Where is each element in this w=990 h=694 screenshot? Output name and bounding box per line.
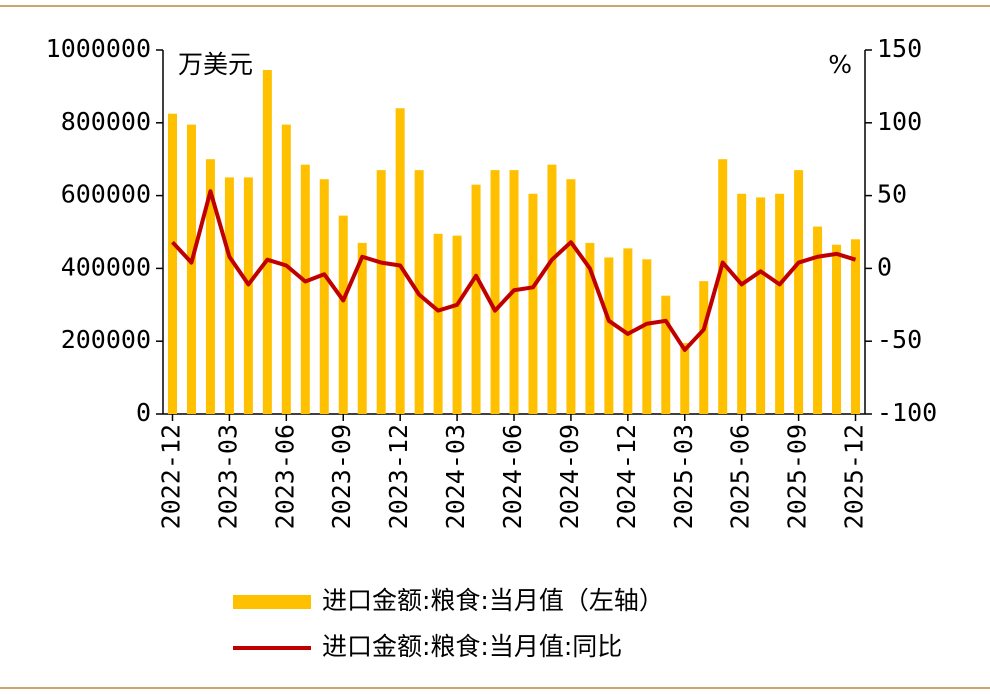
- bar: [680, 343, 690, 414]
- x-tick-label: 2023-09: [327, 424, 356, 529]
- bar: [243, 177, 253, 414]
- bar: [452, 235, 462, 414]
- x-tick-label: 2023-12: [384, 424, 413, 529]
- y-tick-label: 0: [136, 398, 151, 427]
- bar: [205, 159, 215, 414]
- x-tick-label: 2025-09: [783, 424, 812, 529]
- y-tick-label: 800000: [61, 107, 151, 136]
- legend-label: 进口金额:粮食:当月值:同比: [322, 632, 622, 661]
- unit-right: %: [828, 50, 852, 79]
- legend-swatch: [233, 595, 311, 609]
- x-tick-label: 2025-03: [669, 424, 698, 529]
- x-tick-label: 2024-03: [441, 424, 470, 529]
- bar: [851, 239, 861, 414]
- bar: [471, 184, 481, 414]
- x-tick-label: 2025-12: [840, 424, 869, 529]
- y2-tick-label: 150: [877, 34, 922, 63]
- x-tick-label: 2024-06: [498, 424, 527, 529]
- bar: [813, 226, 823, 414]
- y-tick-label: 1000000: [46, 34, 151, 63]
- bar: [376, 170, 386, 414]
- bar: [262, 70, 272, 415]
- bar: [338, 215, 348, 414]
- bar: [300, 164, 310, 414]
- bar: [661, 295, 671, 414]
- bar: [585, 242, 595, 414]
- bar: [623, 248, 633, 414]
- bar: [319, 179, 329, 414]
- y2-tick-label: 0: [877, 252, 892, 281]
- y2-tick-label: -100: [877, 398, 937, 427]
- bar: [224, 177, 234, 414]
- bar: [699, 281, 709, 414]
- y-tick-label: 200000: [61, 325, 151, 354]
- legend-label: 进口金额:粮食:当月值（左轴）: [322, 586, 664, 615]
- line: [171, 189, 857, 352]
- bar: [167, 113, 177, 414]
- bar: [832, 244, 842, 414]
- bar: [756, 197, 766, 414]
- unit-left: 万美元: [178, 50, 253, 79]
- bar: [566, 179, 576, 414]
- bar: [547, 164, 557, 414]
- bar: [528, 193, 538, 414]
- x-tick-label: 2024-09: [555, 424, 584, 529]
- bar: [775, 193, 785, 414]
- x-tick-label: 2023-06: [270, 424, 299, 529]
- y2-tick-label: -50: [877, 325, 922, 354]
- x-tick-label: 2022-12: [156, 424, 185, 529]
- y2-tick-label: 50: [877, 180, 907, 209]
- x-tick-label: 2023-03: [213, 424, 242, 529]
- bar: [395, 108, 405, 415]
- y-tick-label: 400000: [61, 252, 151, 281]
- bar: [490, 170, 500, 414]
- y2-tick-label: 100: [877, 107, 922, 136]
- y-tick-label: 600000: [61, 180, 151, 209]
- x-tick-label: 2025-06: [726, 424, 755, 529]
- bar: [281, 124, 291, 415]
- bar: [433, 233, 443, 414]
- bar: [718, 159, 728, 414]
- bar: [737, 193, 747, 414]
- bar: [186, 124, 196, 415]
- x-tick-label: 2024-12: [612, 424, 641, 529]
- bar: [357, 242, 367, 414]
- bar: [642, 259, 652, 414]
- bar: [604, 257, 614, 414]
- bar: [794, 170, 804, 414]
